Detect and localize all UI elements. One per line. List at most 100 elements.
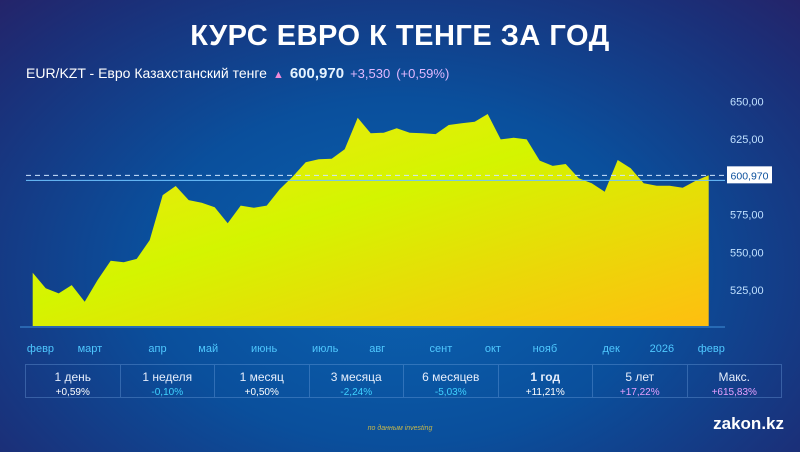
data-point <box>526 139 528 141</box>
period-label: 1 день <box>54 370 92 384</box>
y-tick-label: 625,00 <box>730 134 764 146</box>
page-title: КУРС ЕВРО К ТЕНГЕ ЗА ГОД <box>190 20 610 52</box>
period-label: 6 месяцев <box>422 370 480 384</box>
x-tick-label: июнь <box>251 343 277 355</box>
period-change: +17,22% <box>619 387 660 398</box>
currency-pair: EUR/KZT - Евро Казахстанский тенге <box>26 65 267 81</box>
data-point <box>591 182 593 184</box>
data-point <box>58 293 60 295</box>
data-point <box>175 185 177 187</box>
x-tick-label: сент <box>430 343 453 355</box>
period-label: 1 неделя <box>142 370 193 384</box>
current-price: 600,970 <box>289 65 345 82</box>
period-tab-1[interactable]: 1 неделя -0,10% <box>121 365 215 398</box>
data-point <box>565 163 567 165</box>
data-point <box>513 137 515 139</box>
x-tick-label: дек <box>603 343 621 355</box>
data-point <box>331 158 333 160</box>
data-point <box>279 189 281 191</box>
data-point <box>45 287 47 289</box>
data-point <box>604 191 606 193</box>
y-tick-label: 650,00 <box>730 96 764 108</box>
period-tab-2[interactable]: 1 месяц +0,50% <box>215 365 310 398</box>
rate-chart: 600,970 650,00 625,00 575,00 550,00 525,00 фев… <box>20 96 772 355</box>
x-tick-label: июль <box>312 343 339 355</box>
data-point <box>318 158 320 160</box>
data-point <box>422 133 424 135</box>
data-point <box>396 128 398 130</box>
price-change-percent: (+0,59%) <box>396 66 450 81</box>
data-point <box>643 182 645 184</box>
data-point <box>32 272 34 274</box>
data-point <box>474 121 476 123</box>
period-tab-5[interactable]: 1 год +11,21% <box>499 365 593 398</box>
data-point <box>370 133 372 135</box>
y-tick-label: 550,00 <box>730 247 764 259</box>
data-point <box>305 162 307 164</box>
period-label: 5 лет <box>625 370 655 384</box>
brand-logo: zakon.kz <box>713 414 784 433</box>
up-arrow-icon: ▲ <box>272 69 284 81</box>
data-point <box>435 133 437 135</box>
data-point <box>448 124 450 126</box>
period-change: +0,59% <box>55 387 90 398</box>
data-point <box>682 187 684 189</box>
data-point <box>552 165 554 167</box>
period-change: +11,21% <box>525 387 565 398</box>
x-tick-label: март <box>78 343 103 355</box>
period-label: 3 месяца <box>330 370 382 384</box>
x-tick-label: 2026 <box>650 343 674 355</box>
data-point <box>214 207 216 209</box>
period-change: +0,50% <box>244 387 279 398</box>
period-tab-0[interactable]: 1 день +0,59% <box>26 365 121 398</box>
data-point <box>253 207 255 209</box>
data-point <box>84 301 86 303</box>
period-label: 1 месяц <box>239 370 284 384</box>
data-point <box>461 122 463 124</box>
x-tick-label: апр <box>148 343 166 355</box>
period-change: +615,83% <box>711 387 757 398</box>
data-point <box>500 139 502 141</box>
data-point <box>409 132 411 134</box>
data-point <box>344 149 346 151</box>
data-point <box>292 176 294 178</box>
data-point <box>656 185 658 187</box>
period-change: -0,10% <box>151 387 184 398</box>
data-point <box>708 175 710 177</box>
data-point <box>162 194 164 196</box>
data-point <box>149 239 151 241</box>
y-tick-label: 575,00 <box>730 210 764 222</box>
period-tab-4[interactable]: 6 месяцев -5,03% <box>404 365 499 398</box>
data-point <box>617 159 619 161</box>
period-tab-7[interactable]: Макс. +615,83% <box>688 365 782 398</box>
data-point <box>123 261 125 263</box>
period-selector: 1 день +0,59% 1 неделя -0,10% 1 месяц +0,50% 3… <box>25 364 782 398</box>
data-point <box>201 202 203 204</box>
x-tick-label: февр <box>698 343 725 355</box>
data-point <box>487 113 489 115</box>
current-value-label: 600,970 <box>731 170 769 182</box>
x-tick-label: окт <box>485 343 501 355</box>
ticker-line: EUR/KZT - Евро Казахстанский тенге ▲ 600… <box>26 65 449 82</box>
data-point <box>383 132 385 134</box>
x-tick-label: февр <box>27 343 54 355</box>
data-point <box>578 178 580 180</box>
data-point <box>357 117 359 119</box>
period-tab-3[interactable]: 3 месяца -2,24% <box>310 365 404 398</box>
x-tick-label: авг <box>369 343 385 355</box>
data-point <box>630 168 632 170</box>
period-change: -2,24% <box>340 387 373 398</box>
period-tab-6[interactable]: 5 лет +17,22% <box>593 365 688 398</box>
source-note: по данным investing <box>367 425 433 432</box>
data-point <box>669 185 671 187</box>
data-point <box>71 284 73 286</box>
price-change: +3,530 <box>350 66 391 81</box>
x-tick-label: май <box>198 343 218 355</box>
data-point <box>136 258 138 260</box>
period-change: -5,03% <box>434 387 467 398</box>
area-series <box>32 114 709 326</box>
period-label: 1 год <box>530 370 561 384</box>
x-tick-label: нояб <box>533 343 557 355</box>
y-tick-label: 525,00 <box>730 285 764 297</box>
current-value-badge <box>727 166 772 184</box>
